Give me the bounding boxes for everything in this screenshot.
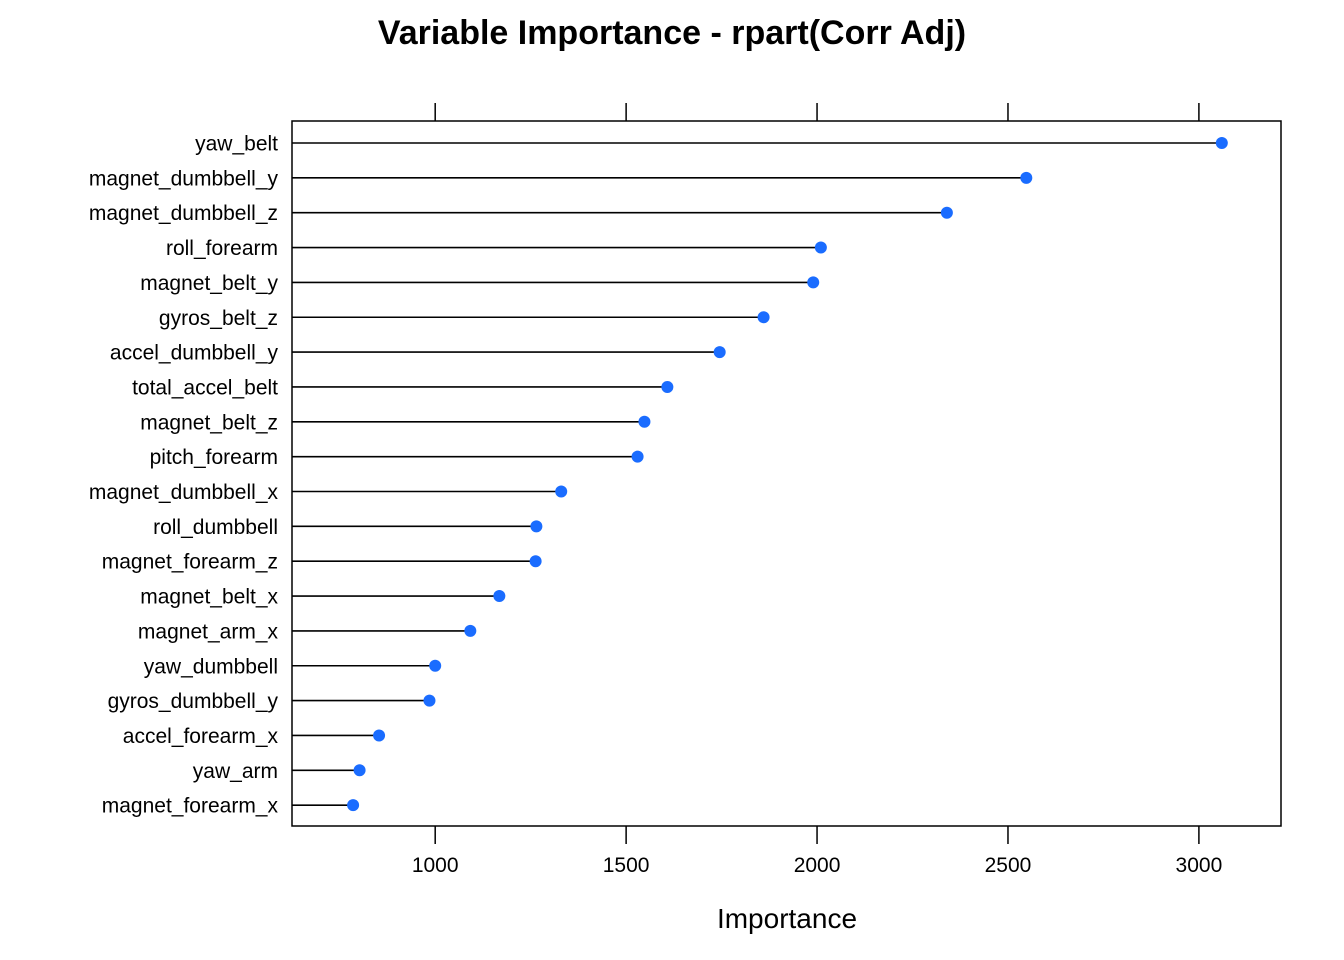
data-point (638, 415, 651, 428)
data-point (347, 799, 360, 812)
data-point (493, 590, 506, 603)
category-label: magnet_belt_x (140, 586, 278, 609)
data-point (713, 346, 726, 359)
x-tick-label: 1500 (603, 854, 650, 877)
category-label: magnet_arm_x (138, 620, 279, 643)
category-label: magnet_dumbbell_x (89, 481, 279, 504)
data-point (423, 694, 436, 707)
data-point (353, 764, 366, 777)
category-label: accel_forearm_x (123, 725, 279, 748)
category-label: accel_dumbbell_y (110, 342, 279, 365)
category-label: magnet_belt_y (140, 272, 278, 295)
category-labels: yaw_belt magnet_dumbbell_y magnet_dumbbell… (89, 133, 279, 818)
x-tick-label: 2500 (985, 854, 1032, 877)
data-point (464, 624, 477, 637)
category-label: roll_dumbbell (153, 516, 278, 539)
category-label: yaw_dumbbell (144, 655, 278, 678)
data-point (429, 659, 442, 672)
points (347, 137, 1228, 812)
data-point (555, 485, 568, 498)
category-label: total_accel_belt (132, 376, 278, 399)
data-point (1020, 171, 1033, 184)
category-label: magnet_forearm_z (102, 551, 278, 574)
data-point (373, 729, 386, 742)
x-tick-label: 2000 (794, 854, 841, 877)
stems (292, 142, 1222, 806)
category-label: yaw_belt (195, 133, 278, 156)
category-label: magnet_dumbbell_z (89, 202, 278, 225)
category-label: magnet_dumbbell_y (89, 167, 279, 190)
category-label: gyros_dumbbell_y (108, 690, 279, 713)
x-tick-label: 1000 (412, 854, 459, 877)
category-label: yaw_arm (193, 760, 278, 783)
x-tick-labels: 1000 1500 2000 2500 3000 (412, 854, 1222, 877)
bottom-ticks (434, 826, 1200, 844)
chart-title: Variable Importance - rpart(Corr Adj) (378, 14, 966, 52)
category-label: gyros_belt_z (159, 307, 278, 330)
data-point (814, 241, 827, 254)
x-axis-label: Importance (717, 903, 857, 934)
x-tick-label: 3000 (1176, 854, 1223, 877)
category-label: magnet_forearm_x (102, 795, 279, 818)
data-point (1215, 137, 1228, 149)
data-point (757, 311, 770, 324)
data-point (530, 520, 543, 533)
category-label: roll_forearm (166, 237, 278, 260)
data-point (631, 450, 644, 463)
data-point (807, 276, 820, 289)
category-label: pitch_forearm (150, 446, 278, 469)
data-point (529, 555, 542, 568)
category-label: magnet_belt_z (140, 411, 278, 434)
top-ticks (434, 103, 1200, 121)
data-point (661, 380, 674, 393)
data-point (940, 206, 953, 219)
plot-frame (291, 120, 1282, 827)
